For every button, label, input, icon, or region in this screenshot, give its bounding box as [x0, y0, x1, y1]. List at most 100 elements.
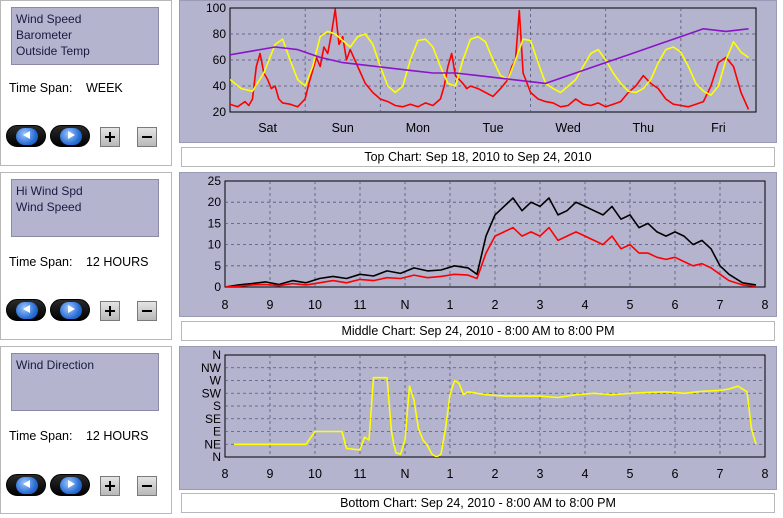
series-line-2 [230, 27, 749, 85]
zoom-in-button[interactable] [100, 127, 120, 147]
timespan-row-top: Time Span: WEEK [9, 81, 123, 95]
x-tick-label: 7 [717, 298, 724, 312]
y-tick-label: 0 [214, 280, 221, 294]
y-tick-label: E [213, 425, 221, 439]
timespan-value: 12 HOURS [85, 429, 149, 443]
y-tick-label: 25 [208, 174, 222, 188]
zoom-in-button[interactable] [100, 301, 120, 321]
y-tick-label: 100 [206, 1, 226, 15]
x-tick-label: 11 [354, 467, 367, 481]
series-line-0 [230, 8, 750, 110]
x-tick-label: 8 [222, 467, 229, 481]
zoom-out-button[interactable] [137, 301, 157, 321]
series-line-1 [230, 30, 749, 96]
arrow-right-icon [68, 305, 75, 313]
series-list-middle[interactable]: Hi Wind Spd Wind Speed [11, 179, 159, 237]
y-tick-label: N [212, 348, 221, 362]
zoom-in-button[interactable] [100, 476, 120, 496]
y-tick-label: W [210, 374, 222, 388]
series-item[interactable]: Wind Speed [16, 12, 82, 26]
middle-chart[interactable]: 0 5 10 15 20 25 8 9 10 11 N 1 2 3 4 5 6 7 8 [180, 173, 778, 318]
prev-period-button[interactable] [6, 125, 46, 147]
x-tick-label: N [400, 467, 409, 481]
top-chart[interactable]: 20 40 60 80 100 Sat Sun Mon Tue Wed Thu Fri [180, 1, 778, 144]
series-list-bottom[interactable]: Wind Direction [11, 353, 159, 411]
x-tick-label: 7 [717, 467, 724, 481]
control-panel-bottom: Wind Direction Time Span: 12 HOURS [0, 346, 172, 514]
x-tick-label: 5 [627, 298, 634, 312]
x-tick-label: 9 [267, 467, 274, 481]
x-tick-label: Wed [555, 121, 581, 135]
zoom-out-button[interactable] [137, 127, 157, 147]
next-period-button[interactable] [50, 474, 90, 496]
timespan-label: Time Span: [9, 429, 73, 443]
x-tick-label: 11 [354, 298, 367, 312]
y-tick-label: 20 [213, 105, 227, 119]
next-period-button[interactable] [50, 299, 90, 321]
y-tick-label: 15 [208, 216, 222, 230]
x-tick-label: Sun [332, 121, 354, 135]
x-tick-label: N [400, 298, 409, 312]
minus-icon [142, 310, 152, 312]
y-tick-label: 80 [213, 27, 227, 41]
y-tick-label: SW [202, 386, 222, 400]
x-tick-label: 4 [582, 467, 589, 481]
y-tick-label: 20 [208, 195, 222, 209]
y-tick-label: NE [204, 437, 221, 451]
x-tick-label: Thu [633, 121, 655, 135]
timespan-row-bottom: Time Span: 12 HOURS [9, 429, 148, 443]
x-tick-label: 9 [267, 298, 274, 312]
series-line-0 [234, 376, 757, 457]
x-tick-label: 3 [537, 467, 544, 481]
x-tick-label: 3 [537, 298, 544, 312]
series-line-1 [225, 226, 757, 287]
y-tick-label: S [213, 399, 221, 413]
control-panel-middle: Hi Wind Spd Wind Speed Time Span: 12 HOU… [0, 172, 172, 340]
x-tick-label: 2 [492, 467, 499, 481]
series-list-top[interactable]: Wind Speed Barometer Outside Temp [11, 7, 159, 65]
x-tick-label: Mon [406, 121, 430, 135]
y-tick-label: 40 [213, 79, 227, 93]
bottom-chart-caption: Bottom Chart: Sep 24, 2010 - 8:00 AM to … [181, 493, 775, 513]
y-tick-label: SE [205, 412, 221, 426]
prev-period-button[interactable] [6, 299, 46, 321]
next-period-button[interactable] [50, 125, 90, 147]
x-tick-label: 1 [447, 467, 454, 481]
series-item[interactable]: Outside Temp [16, 44, 90, 58]
arrow-left-icon [23, 305, 30, 313]
timespan-label: Time Span: [9, 255, 73, 269]
prev-period-button[interactable] [6, 474, 46, 496]
x-tick-label: 1 [447, 298, 454, 312]
timespan-row-middle: Time Span: 12 HOURS [9, 255, 148, 269]
x-tick-label: 8 [762, 467, 769, 481]
x-tick-label: Sat [258, 121, 277, 135]
x-tick-label: 5 [627, 467, 634, 481]
plot-area [224, 180, 766, 288]
middle-chart-panel: 0 5 10 15 20 25 8 9 10 11 N 1 2 3 4 5 6 7 8 [179, 172, 777, 317]
arrow-right-icon [68, 131, 75, 139]
zoom-out-button[interactable] [137, 476, 157, 496]
x-tick-label: 6 [672, 298, 679, 312]
arrow-left-icon [23, 131, 30, 139]
top-chart-caption: Top Chart: Sep 18, 2010 to Sep 24, 2010 [181, 147, 775, 167]
timespan-label: Time Span: [9, 81, 73, 95]
minus-icon [142, 136, 152, 138]
x-tick-label: 8 [222, 298, 229, 312]
x-tick-label: Tue [482, 121, 503, 135]
y-tick-label: 5 [214, 259, 221, 273]
series-item[interactable]: Wind Speed [16, 200, 82, 214]
series-item[interactable]: Barometer [16, 28, 73, 42]
control-panel-top: Wind Speed Barometer Outside Temp Time S… [0, 0, 172, 166]
x-tick-label: 4 [582, 298, 589, 312]
x-tick-label: 2 [492, 298, 499, 312]
y-tick-label: NW [201, 361, 222, 375]
x-tick-label: 6 [672, 467, 679, 481]
series-item[interactable]: Hi Wind Spd [16, 184, 83, 198]
x-tick-label: 10 [308, 298, 322, 312]
middle-chart-caption: Middle Chart: Sep 24, 2010 - 8:00 AM to … [181, 321, 775, 341]
arrow-left-icon [23, 480, 30, 488]
series-item[interactable]: Wind Direction [16, 358, 95, 372]
timespan-value: 12 HOURS [85, 255, 149, 269]
y-tick-label: 10 [208, 238, 222, 252]
